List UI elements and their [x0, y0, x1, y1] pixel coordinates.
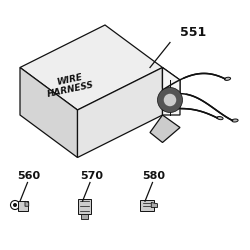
Text: WIRE
HARNESS: WIRE HARNESS	[45, 70, 95, 100]
Ellipse shape	[232, 119, 238, 122]
Polygon shape	[78, 68, 162, 158]
Ellipse shape	[217, 116, 223, 120]
Text: 570: 570	[80, 171, 103, 181]
Polygon shape	[20, 25, 163, 110]
Polygon shape	[20, 68, 78, 158]
Ellipse shape	[224, 77, 230, 80]
Circle shape	[158, 88, 182, 112]
Text: 580: 580	[142, 171, 165, 181]
Polygon shape	[81, 214, 87, 219]
Polygon shape	[78, 199, 91, 214]
Circle shape	[164, 94, 176, 106]
Circle shape	[13, 203, 17, 207]
Polygon shape	[162, 68, 180, 100]
Polygon shape	[140, 200, 154, 211]
Polygon shape	[18, 201, 28, 211]
Polygon shape	[162, 68, 180, 115]
Polygon shape	[150, 115, 180, 142]
Polygon shape	[151, 202, 158, 207]
Text: 551: 551	[180, 26, 206, 39]
Text: 560: 560	[17, 171, 40, 181]
Polygon shape	[25, 201, 29, 206]
